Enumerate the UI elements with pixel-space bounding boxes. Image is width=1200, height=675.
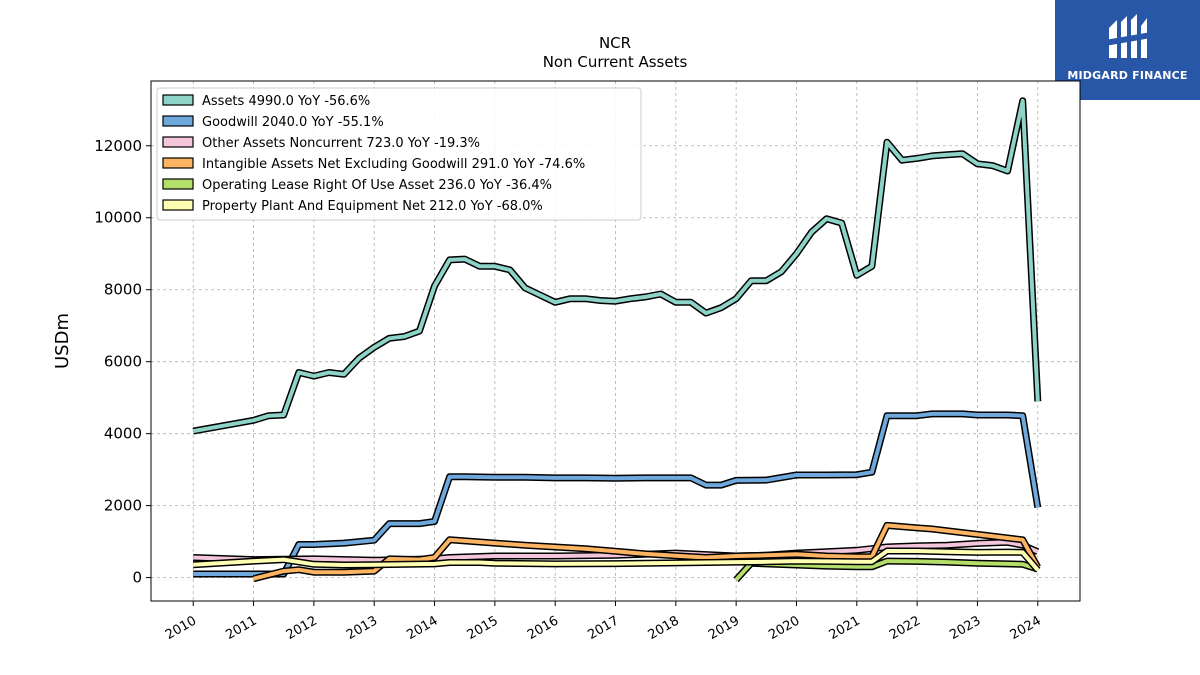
series-line-0 (192, 98, 1040, 434)
y-tick-label: 8000 (104, 281, 142, 299)
y-tick-label: 2000 (104, 497, 142, 515)
midgard-logo-icon (1105, 14, 1151, 58)
legend-box (156, 87, 642, 221)
x-tick-label: 2016 (525, 613, 561, 643)
series-layer (192, 97, 1042, 583)
y-tick-label: 0 (132, 569, 142, 587)
y-axis: 0 2000 4000 6000 8000 10000 12000 (94, 137, 151, 587)
y-tick-label: 4000 (104, 425, 142, 443)
x-tick-label: 2019 (706, 613, 742, 643)
x-tick-label: 2015 (465, 613, 501, 643)
x-tick-label: 2010 (163, 613, 199, 643)
legend-label-5: Property Plant And Equipment Net 212.0 Y… (202, 199, 543, 214)
legend-label-3: Intangible Assets Net Excluding Goodwill… (202, 157, 585, 172)
y-tick-label: 10000 (94, 209, 142, 227)
grid-lines (151, 81, 1080, 601)
y-axis-label: USDm (52, 313, 73, 369)
x-tick-label: 2020 (766, 613, 802, 643)
y-tick-label: 12000 (94, 137, 142, 155)
x-tick-label: 2024 (1008, 613, 1044, 643)
series-line-5 (193, 549, 1040, 572)
x-tick-label: 2021 (827, 613, 863, 643)
chart-subtitle: Non Current Assets (543, 53, 688, 71)
y-tick-label: 6000 (104, 353, 142, 371)
legend-label-1: Goodwill 2040.0 YoY -55.1% (202, 115, 384, 130)
x-tick-label: 2014 (404, 613, 440, 643)
x-tick-label: 2018 (646, 613, 682, 643)
x-tick-label: 2017 (585, 613, 621, 643)
legend-swatch-4 (162, 178, 194, 190)
x-tick-label: 2012 (284, 613, 320, 643)
legend-label-4: Operating Lease Right Of Use Asset 236.0… (202, 178, 552, 193)
legend-swatch-2 (162, 136, 194, 148)
legend-swatch-0 (162, 94, 194, 106)
legend-swatch-1 (162, 115, 194, 127)
legend-label-0: Assets 4990.0 YoY -56.6% (202, 94, 370, 109)
x-tick-label: 2023 (947, 613, 983, 643)
x-tick-label: 2011 (223, 613, 259, 643)
legend: Assets 4990.0 YoY -56.6% Goodwill 2040.0 … (156, 87, 642, 221)
brand-name: MIDGARD FINANCE (1067, 69, 1188, 82)
series-line-1 (193, 411, 1040, 576)
legend-label-2: Other Assets Noncurrent 723.0 YoY -19.3% (202, 136, 480, 151)
legend-swatch-3 (162, 157, 194, 169)
legend-swatch-5 (162, 199, 194, 211)
chart-title: NCR (599, 34, 631, 52)
x-axis: 2010 2011 2012 2013 2014 2015 2016 2017 2018 2019… (163, 601, 1044, 643)
x-tick-label: 2013 (344, 613, 380, 643)
x-tick-label: 2022 (887, 613, 923, 643)
